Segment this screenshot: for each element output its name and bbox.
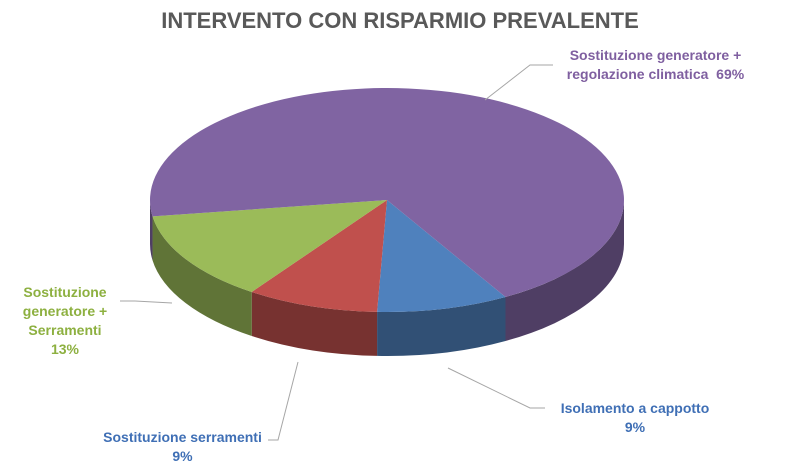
data-label: Isolamento a cappotto 9%: [540, 399, 730, 437]
leader-lines: [120, 64, 553, 441]
chart-title: INTERVENTO CON RISPARMIO PREVALENTE: [161, 8, 639, 33]
data-label: Sostituzione generatore + regolazione cl…: [548, 46, 763, 84]
data-label: Sostituzione generatore + Serramenti 13%: [15, 283, 115, 359]
slice-side: [150, 200, 153, 261]
leader-line: [484, 64, 553, 101]
label-value: 13%: [50, 341, 80, 357]
label-name: Sostituzione generatore + regolazione cl…: [566, 47, 742, 82]
leader-line: [447, 367, 545, 409]
leader-line: [120, 300, 173, 304]
data-label: Sostituzione serramenti 9%: [85, 428, 280, 466]
slice: [150, 88, 624, 297]
leader-line: [268, 361, 299, 441]
label-name: Sostituzione serramenti: [103, 429, 262, 445]
slice: [377, 200, 506, 312]
slice: [152, 200, 387, 292]
label-name: Sostituzione generatore + Serramenti: [22, 284, 108, 338]
label-value: 9%: [624, 419, 646, 435]
pie: [150, 88, 624, 356]
label-name: Isolamento a cappotto: [560, 400, 710, 416]
slice-side: [377, 296, 506, 356]
slice-side: [251, 291, 378, 356]
label-value: 69%: [716, 66, 745, 82]
slice-side: [505, 200, 624, 341]
label-value: 9%: [172, 448, 193, 464]
slice-side: [152, 216, 252, 336]
slice: [251, 200, 387, 312]
